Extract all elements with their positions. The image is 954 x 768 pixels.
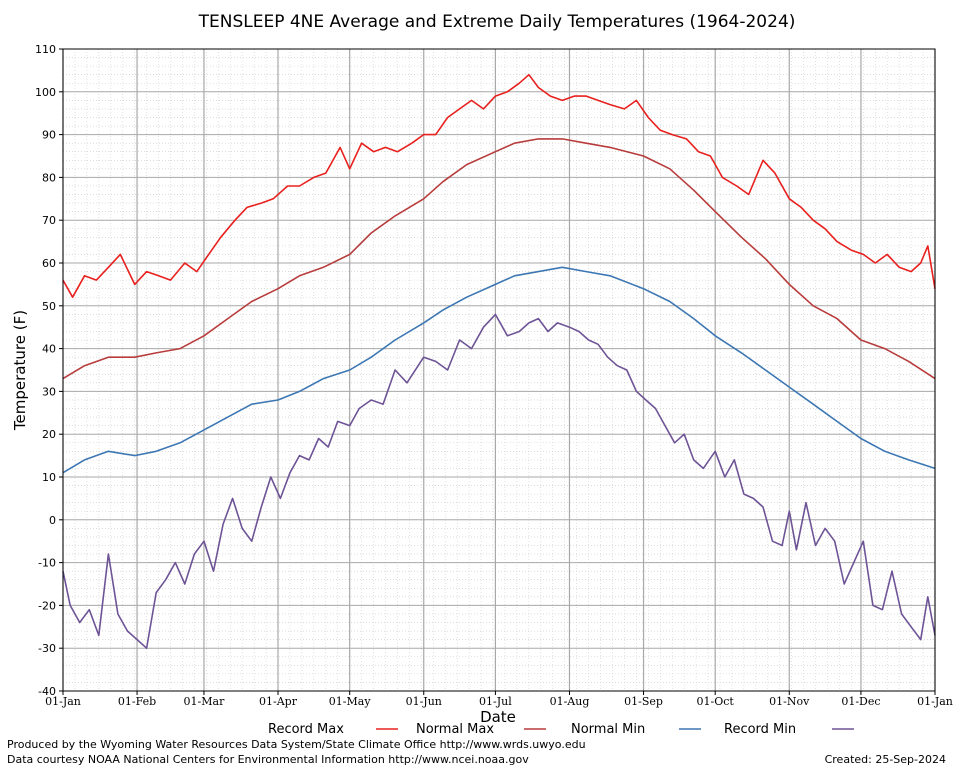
- y-tick-label: 80: [42, 171, 56, 184]
- x-tick-label: 01-Jan: [45, 695, 81, 708]
- y-tick-label: -20: [38, 599, 56, 612]
- series-lines: [62, 73, 936, 650]
- x-axis-label: Date: [480, 708, 516, 726]
- legend-label: Normal Max: [416, 722, 494, 737]
- x-tick-label: 01-Jun: [406, 695, 442, 708]
- y-tick-label: -30: [38, 642, 56, 655]
- x-tick-label: 01-Dec: [841, 695, 880, 708]
- x-tick-label: 01-Jul: [479, 695, 512, 708]
- legend-label: Record Min: [724, 722, 796, 737]
- y-tick-label: 110: [35, 43, 56, 56]
- y-tick-label: 70: [42, 214, 56, 227]
- x-tick-label: 01-Mar: [184, 695, 226, 708]
- plot-area: [63, 49, 935, 691]
- legend: Record Max Normal Max Normal Min Record Min: [268, 722, 854, 737]
- legend-label: Record Max: [268, 722, 344, 737]
- y-tick-label: 20: [42, 428, 56, 441]
- series-line-record-min: [62, 313, 936, 650]
- created-date: Created: 25-Sep-2024: [824, 753, 946, 766]
- x-tick-label: 01-May: [329, 695, 372, 708]
- x-tick-label: 01-Feb: [118, 695, 156, 708]
- x-tick-label: 01-Jan: [917, 695, 953, 708]
- footer-data-source: Data courtesy NOAA National Centers for …: [7, 753, 529, 766]
- y-tick-label: 50: [42, 300, 56, 313]
- y-axis-label: Temperature (F): [11, 310, 29, 431]
- x-tick-label: 01-Aug: [550, 695, 590, 708]
- x-tick-label: 01-Oct: [697, 695, 735, 708]
- x-tick-label: 01-Apr: [259, 695, 298, 708]
- y-tick-label: -40: [38, 685, 56, 698]
- series-line-normal-max: [62, 138, 936, 380]
- chart-title: TENSLEEP 4NE Average and Extreme Daily T…: [198, 12, 796, 32]
- y-tick-label: -10: [38, 557, 56, 570]
- series-line-normal-min: [62, 266, 936, 474]
- legend-label: Normal Min: [571, 722, 645, 737]
- footer-producer: Produced by the Wyoming Water Resources …: [7, 738, 586, 751]
- y-tick-label: 10: [42, 471, 56, 484]
- y-tick-label: 100: [35, 86, 56, 99]
- y-tick-label: 60: [42, 257, 56, 270]
- x-axis-ticks: 01-Jan 01-Feb 01-Mar 01-Apr 01-May 01-Jun 01-J…: [45, 691, 953, 708]
- y-tick-label: 0: [49, 514, 56, 527]
- y-tick-label: 30: [42, 385, 56, 398]
- x-tick-label: 01-Nov: [769, 695, 810, 708]
- y-tick-label: 90: [42, 129, 56, 142]
- y-tick-label: 40: [42, 343, 56, 356]
- series-line-record-max: [62, 73, 936, 299]
- x-tick-label: 01-Sep: [624, 695, 663, 708]
- plot-frame: [62, 48, 936, 692]
